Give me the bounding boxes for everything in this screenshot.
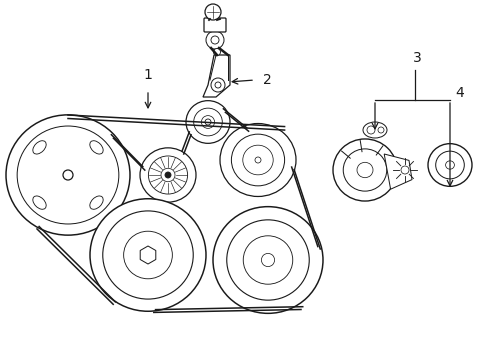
Ellipse shape [427,144,471,186]
Ellipse shape [161,168,175,182]
Ellipse shape [6,115,130,235]
Text: 2: 2 [263,73,271,87]
Circle shape [210,36,219,44]
Ellipse shape [201,116,214,129]
Ellipse shape [185,101,229,143]
Ellipse shape [243,236,292,284]
Ellipse shape [193,108,222,136]
Ellipse shape [148,156,187,194]
Ellipse shape [213,207,323,313]
Ellipse shape [90,199,205,311]
Ellipse shape [220,123,295,197]
Circle shape [210,78,224,92]
Ellipse shape [140,148,196,202]
Ellipse shape [17,126,119,224]
Ellipse shape [123,231,172,279]
Text: 3: 3 [412,51,421,65]
Text: 1: 1 [143,68,152,82]
Ellipse shape [243,145,273,175]
Polygon shape [140,246,156,264]
Circle shape [205,31,224,49]
Circle shape [366,126,374,134]
Circle shape [215,82,221,88]
Ellipse shape [435,151,463,179]
Circle shape [213,49,220,55]
Circle shape [377,127,383,133]
Ellipse shape [102,211,193,299]
Circle shape [204,119,210,125]
Text: 4: 4 [454,86,463,100]
Ellipse shape [226,220,308,300]
Ellipse shape [445,161,453,169]
Circle shape [204,4,221,20]
Circle shape [164,172,171,178]
Ellipse shape [356,162,372,178]
Circle shape [63,170,73,180]
FancyBboxPatch shape [203,18,225,32]
Ellipse shape [362,122,386,138]
Ellipse shape [261,253,274,267]
Polygon shape [384,154,411,189]
Circle shape [254,157,261,163]
Polygon shape [203,55,229,97]
Ellipse shape [332,139,396,201]
Ellipse shape [343,149,386,191]
Circle shape [400,166,408,174]
Ellipse shape [231,134,284,186]
